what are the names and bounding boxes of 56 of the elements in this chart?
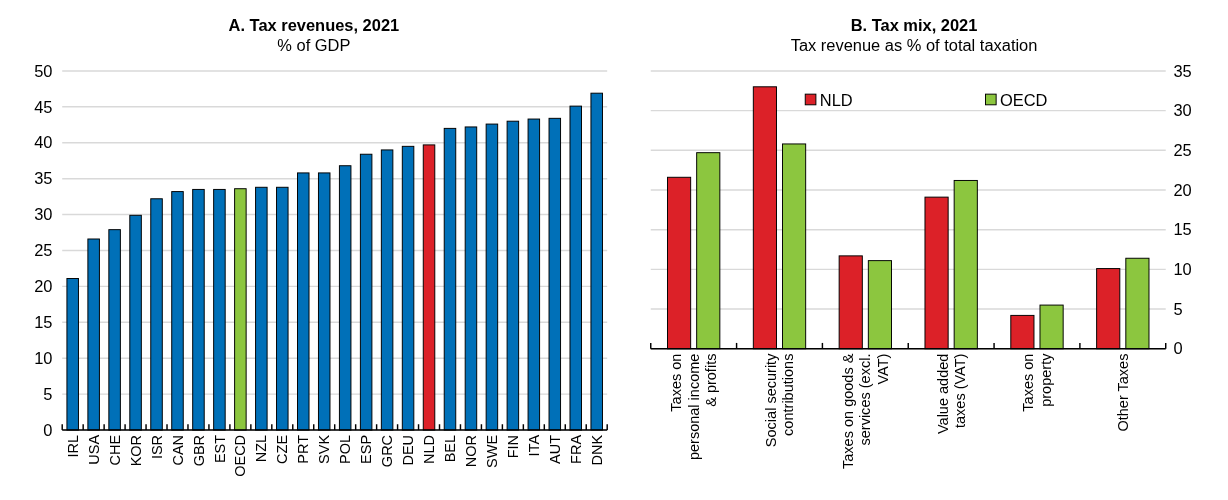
- chart-title: B. Tax mix, 2021: [850, 16, 978, 35]
- x-tick-label: SVK: [316, 434, 333, 464]
- x-tick-label: CAN: [169, 434, 186, 466]
- chart-subtitle: Tax revenue as % of total taxation: [790, 35, 1038, 54]
- chart-subtitle: % of GDP: [277, 35, 351, 54]
- x-tick-label: ISR: [148, 434, 165, 460]
- y-tick-label: 35: [34, 169, 53, 188]
- legend-label: NLD: [819, 90, 853, 109]
- y2-tick-label: 35: [1173, 61, 1192, 80]
- x-tick-label: IRL: [64, 434, 81, 458]
- x-tick-label: FIN: [504, 434, 521, 459]
- chart-title: A. Tax revenues, 2021: [228, 16, 400, 35]
- x-tick-label: SWE: [483, 434, 500, 468]
- x-tick-label: NZL: [253, 434, 270, 463]
- x-tick-label: CZE: [274, 434, 291, 464]
- x-tick-label: AUT: [546, 434, 563, 464]
- x-tick-label: GBR: [190, 434, 207, 467]
- y-tick-label: 20: [34, 277, 53, 296]
- x-tick-label: FRA: [567, 434, 584, 464]
- x-tick-label: Value added taxes (VAT): [934, 353, 968, 435]
- y2-tick-label: 5: [1173, 299, 1183, 318]
- y2-tick-label: 10: [1173, 260, 1192, 279]
- x-tick-label: BEL: [442, 434, 459, 463]
- x-tick-label: DNK: [588, 434, 605, 466]
- y2-tick-label: 25: [1173, 141, 1192, 160]
- y-tick-label: 30: [34, 205, 53, 224]
- y-tick-label: 40: [34, 133, 53, 152]
- y-tick-label: 50: [34, 61, 53, 80]
- x-tick-label: NOR: [463, 434, 480, 468]
- x-tick-label: ITA: [525, 434, 542, 457]
- y2-tick-label: 20: [1173, 180, 1192, 199]
- y-tick-label: 0: [43, 420, 53, 439]
- x-tick-label: Other Taxes: [1114, 353, 1131, 432]
- x-tick-label: DEU: [400, 434, 417, 466]
- x-tick-label: ESP: [358, 434, 375, 464]
- x-tick-label: GRC: [379, 434, 396, 468]
- y-tick-label: 15: [34, 313, 53, 332]
- x-tick-label: NLD: [421, 434, 438, 464]
- x-tick-label: OECD: [232, 434, 249, 477]
- x-tick-label: KOR: [127, 434, 144, 467]
- x-tick-label: Taxes on goods & services (excl. VAT): [839, 353, 891, 469]
- x-tick-label: Taxes on property: [1020, 352, 1054, 412]
- x-tick-label: PRT: [295, 434, 312, 464]
- y2-tick-label: 30: [1173, 101, 1192, 120]
- x-tick-label: Taxes on personal income & profits: [668, 353, 720, 461]
- x-tick-label: USA: [85, 434, 102, 465]
- y-tick-label: 25: [34, 241, 53, 260]
- x-tick-label: EST: [211, 434, 228, 464]
- y2-tick-label: 15: [1173, 220, 1192, 239]
- y-tick-label: 5: [43, 384, 53, 403]
- y-tick-label: 10: [34, 348, 53, 367]
- y-tick-label: 45: [34, 97, 53, 116]
- y2-tick-label: 0: [1173, 339, 1183, 358]
- x-tick-label: POL: [337, 434, 354, 464]
- x-tick-label: CHE: [106, 434, 123, 466]
- legend-label: OECD: [1000, 90, 1048, 109]
